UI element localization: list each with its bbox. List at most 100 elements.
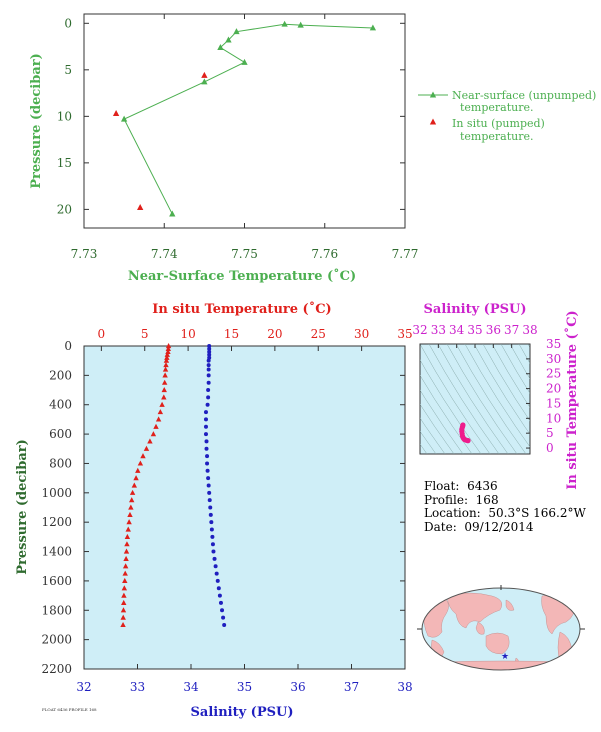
legend-entry-unpumped-line2: temperature. bbox=[460, 101, 534, 114]
salinity-profile-point bbox=[206, 476, 211, 481]
ts-density-contour bbox=[464, 344, 530, 448]
salinity-x-tick-label: 33 bbox=[130, 680, 145, 694]
profile-y-tick-label: 600 bbox=[49, 427, 72, 441]
in-situ-point bbox=[112, 110, 120, 117]
location-value: 50.3°S 166.2°W bbox=[488, 506, 586, 520]
temperature-profile-point bbox=[128, 504, 134, 510]
salinity-profile-point bbox=[207, 352, 212, 357]
temperature-profile-point bbox=[164, 354, 170, 360]
temperature-profile-point bbox=[143, 445, 150, 451]
ts-density-contour bbox=[446, 344, 518, 454]
profile-y-tick-label: 1000 bbox=[41, 486, 72, 500]
salinity-profile-point bbox=[220, 608, 225, 613]
ts-point bbox=[465, 438, 471, 444]
profile-y-tick-label: 2200 bbox=[41, 662, 72, 676]
ts-x-tick-label: 33 bbox=[431, 323, 446, 337]
profile-y-axis-label: Pressure (decibar) bbox=[15, 439, 30, 575]
salinity-profile-point bbox=[217, 593, 222, 598]
ts-diagram-frame bbox=[419, 343, 531, 455]
salinity-profile-point bbox=[204, 446, 209, 451]
near-surface-y-tick-label: 0 bbox=[64, 16, 72, 30]
date-row: Date: 09/12/2014 bbox=[424, 520, 586, 535]
salinity-profile-point bbox=[206, 367, 211, 372]
near-surface-legend: Near-surface (unpumped) temperature. In … bbox=[418, 89, 596, 143]
footer-text: FLOAT 6436 PROFILE 168 bbox=[42, 707, 97, 712]
salinity-profile-marks bbox=[203, 344, 227, 627]
salinity-profile-point bbox=[206, 395, 211, 400]
near-surface-panel: 7.73 7.74 7.75 7.76 7.77 0 5 10 15 20 Near-Surfac… bbox=[29, 13, 596, 284]
profile-panel: 0 5 10 15 20 25 30 35 32 33 34 35 36 37 38 0 200 400 600 80… bbox=[15, 301, 413, 720]
temperature-profile-point bbox=[162, 366, 169, 372]
salinity-x-tick-label: 37 bbox=[344, 680, 359, 694]
ts-x-tick-label: 34 bbox=[449, 323, 465, 337]
temperature-profile-point bbox=[165, 345, 172, 352]
ts-density-contour bbox=[527, 344, 530, 349]
ts-y-tick-label: 25 bbox=[546, 367, 561, 381]
ts-y-tick-label: 35 bbox=[546, 337, 561, 351]
ts-y-tick-label: 30 bbox=[546, 352, 561, 366]
salinity-profile-point bbox=[206, 373, 211, 378]
temperature-x-tick-label: 15 bbox=[224, 327, 239, 341]
temperature-profile-point bbox=[153, 423, 159, 429]
salinity-profile-point bbox=[206, 388, 211, 393]
temperature-profile-point bbox=[162, 372, 168, 378]
profile-plot-frame bbox=[83, 345, 406, 670]
salinity-profile-point bbox=[205, 461, 210, 466]
near-surface-point bbox=[369, 24, 377, 31]
profile-y-tick-label: 200 bbox=[49, 368, 72, 382]
near-surface-marks bbox=[112, 20, 377, 217]
temperature-profile-point bbox=[122, 577, 128, 584]
location-label: Location: bbox=[424, 506, 481, 520]
float-id-row: Float: 6436 bbox=[424, 479, 586, 494]
ts-density-contour bbox=[500, 344, 530, 394]
profile-y-tick-label: 800 bbox=[49, 456, 72, 470]
profile-y-tick-label: 1800 bbox=[41, 603, 72, 617]
near-surface-x-axis-label: Near-Surface Temperature (˚C) bbox=[128, 268, 356, 284]
salinity-profile-point bbox=[203, 432, 208, 437]
ts-diagram-marks bbox=[459, 422, 471, 444]
ts-density-contour bbox=[420, 430, 437, 454]
temperature-profile-point bbox=[161, 379, 168, 385]
near-surface-x-tick-label: 7.73 bbox=[71, 247, 98, 261]
temperature-profile-point bbox=[120, 621, 126, 628]
temperature-profile-point bbox=[125, 526, 131, 532]
ts-density-contour bbox=[420, 359, 482, 454]
salinity-profile-point bbox=[206, 483, 211, 488]
near-surface-point bbox=[233, 28, 240, 35]
ts-x-tick-label: 32 bbox=[412, 323, 427, 337]
temperature-profile-point bbox=[165, 343, 172, 349]
near-surface-point bbox=[201, 78, 208, 85]
profile-value: 168 bbox=[475, 492, 499, 507]
profile-y-tick-label: 400 bbox=[49, 398, 72, 412]
salinity-profile-point bbox=[215, 578, 220, 583]
temperature-profile-point bbox=[121, 585, 128, 591]
ts-y-tick-label: 20 bbox=[546, 382, 561, 396]
profile-y-tick-label: 2000 bbox=[41, 633, 72, 647]
salinity-profile-point bbox=[203, 424, 208, 429]
salinity-profile-point bbox=[205, 402, 210, 407]
near-surface-y-tick-label: 5 bbox=[64, 63, 72, 77]
salinity-x-tick-label: 36 bbox=[290, 680, 305, 694]
temperature-profile-point bbox=[122, 563, 129, 569]
float-info: Float: 6436 Profile: 168 Location: 50.3°… bbox=[424, 479, 586, 535]
salinity-profile-point bbox=[204, 439, 209, 444]
ts-y-tick-label: 0 bbox=[546, 441, 554, 455]
temperature-profile-point bbox=[121, 599, 127, 606]
near-surface-point bbox=[120, 115, 128, 122]
temperature-x-tick-label: 35 bbox=[397, 327, 412, 341]
near-surface-y-tick-label: 15 bbox=[57, 156, 72, 170]
ts-density-contour bbox=[482, 344, 530, 422]
near-surface-x-tick-label: 7.77 bbox=[392, 247, 419, 261]
salinity-profile-point bbox=[208, 512, 213, 517]
salinity-x-tick-label: 34 bbox=[183, 680, 199, 694]
near-surface-point bbox=[281, 20, 288, 27]
ts-density-contour bbox=[491, 344, 530, 409]
salinity-profile-point bbox=[218, 600, 223, 605]
legend-triangle-swatch-pumped bbox=[429, 118, 437, 125]
location-map: ★ bbox=[417, 585, 585, 671]
salinity-profile-point bbox=[203, 417, 208, 422]
salinity-profile-point bbox=[212, 556, 217, 561]
